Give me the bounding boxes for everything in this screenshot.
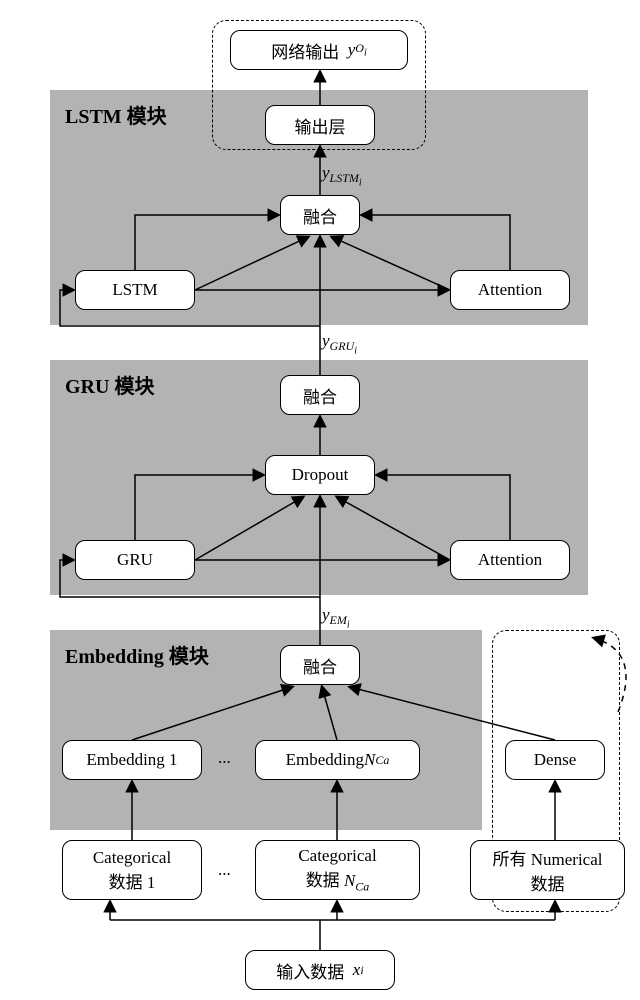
embedding-n-node: Embedding NCa bbox=[255, 740, 420, 780]
categorical-ellipsis: ... bbox=[218, 860, 231, 880]
output-layer-node: 输出层 bbox=[265, 105, 375, 145]
input-data-node: 输入数据 xi bbox=[245, 950, 395, 990]
dropout-node: Dropout bbox=[265, 455, 375, 495]
y-em-label: yEMi bbox=[322, 605, 350, 631]
fuse-embedding-node: 融合 bbox=[280, 645, 360, 685]
dense-node: Dense bbox=[505, 740, 605, 780]
fuse-lstm-node: 融合 bbox=[280, 195, 360, 235]
lstm-node: LSTM bbox=[75, 270, 195, 310]
attention-gru-node: Attention bbox=[450, 540, 570, 580]
embedding-module-title: Embedding 模块 bbox=[65, 640, 209, 669]
lstm-module-title: LSTM 模块 bbox=[65, 100, 167, 129]
gru-node: GRU bbox=[75, 540, 195, 580]
embedding-ellipsis: ... bbox=[218, 748, 231, 768]
attention-lstm-node: Attention bbox=[450, 270, 570, 310]
gru-module-title: GRU 模块 bbox=[65, 370, 154, 399]
network-output-node: 网络输出 yOi bbox=[230, 30, 408, 70]
categorical-1-node: Categorical数据 1 bbox=[62, 840, 202, 900]
y-gru-label: yGRUi bbox=[322, 331, 357, 357]
embedding-1-node: Embedding 1 bbox=[62, 740, 202, 780]
y-lstm-label: yLSTMi bbox=[322, 163, 362, 189]
fuse-gru-node: 融合 bbox=[280, 375, 360, 415]
categorical-n-node: Categorical 数据 NCa bbox=[255, 840, 420, 900]
numerical-node: 所有 Numerical数据 bbox=[470, 840, 625, 900]
